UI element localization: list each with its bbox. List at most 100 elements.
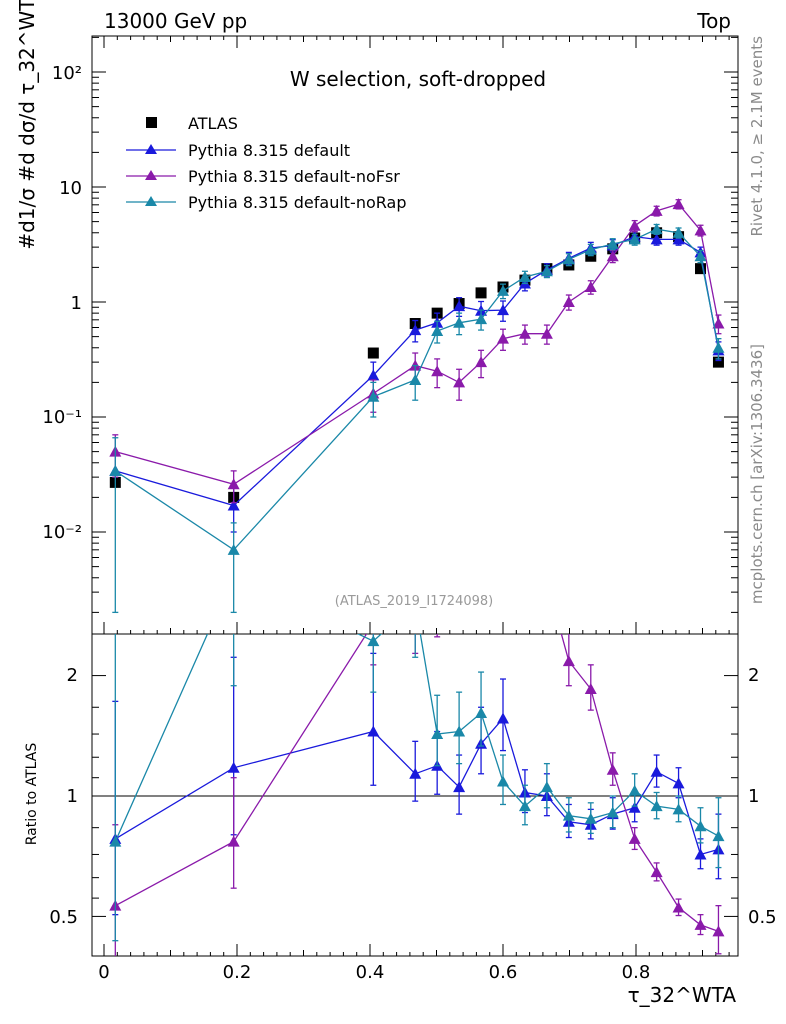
- point-nofsr: [584, 281, 597, 293]
- axis-ticks: [92, 36, 738, 956]
- ratio-point-nofsr: [562, 655, 575, 667]
- ratio-point-nofsr: [712, 925, 725, 937]
- y-tick-label-1e-1: 10⁻¹: [42, 407, 82, 428]
- y-axis-label-main: #d1/σ #d dσ/d τ_32^WTA: [15, 0, 39, 250]
- x-tick-label-0: 0: [98, 962, 109, 983]
- y-axis-label-ratio: Ratio to ATLAS: [24, 743, 40, 846]
- ratio-point-norap: [606, 806, 619, 818]
- point-default: [672, 233, 685, 245]
- point-norap: [650, 223, 663, 235]
- ratio-point-norap: [650, 800, 663, 812]
- ratio-point-nofsr: [519, 581, 531, 592]
- ratio-point-nofsr: [694, 918, 707, 930]
- ratio-tick-right-2: 2: [748, 665, 759, 686]
- point-nofsr: [628, 219, 641, 231]
- x-tick-label-0.4: 0.4: [356, 962, 385, 983]
- process-label: Top: [696, 9, 731, 33]
- ratio-point-nofsr: [628, 832, 641, 844]
- x-axis-label: τ_32^WTA: [628, 983, 737, 1007]
- ratio-point-nofsr: [367, 617, 379, 628]
- y-tick-label-1e-2: 10⁻²: [42, 522, 82, 543]
- site-label: mcplots.cern.ch [arXiv:1306.3436]: [748, 344, 766, 604]
- point-nofsr: [540, 327, 553, 339]
- point-default: [409, 324, 422, 336]
- ratio-point-nofsr: [541, 575, 553, 586]
- y-tick-label-10: 10: [59, 178, 82, 199]
- legend-label-norap: Pythia 8.315 default-noRap: [188, 193, 406, 212]
- ratio-point-nofsr: [227, 835, 240, 847]
- x-tick-label-0.8: 0.8: [622, 962, 651, 983]
- ratio-point-nofsr: [475, 549, 487, 560]
- energy-label: 13000 GeV pp: [104, 9, 247, 33]
- ratio-point-norap: [497, 775, 509, 787]
- ratio-point-default: [497, 712, 509, 724]
- legend-label-nofsr: Pythia 8.315 default-noFsr: [188, 167, 400, 186]
- point-nofsr: [518, 327, 531, 339]
- point-default: [453, 300, 466, 312]
- ratio-point-norap: [694, 820, 707, 832]
- ratio-point-default: [367, 725, 380, 737]
- point-norap: [672, 226, 685, 238]
- series-line-default: [115, 236, 720, 507]
- point-norap: [367, 390, 380, 402]
- point-nofsr: [606, 250, 619, 262]
- ratio-point-norap: [518, 800, 531, 812]
- point-norap: [628, 233, 641, 245]
- ratio-tick-right-1: 1: [748, 786, 759, 807]
- ratio-point-default: [672, 777, 685, 789]
- ratio-tick-right-0.5: 0.5: [748, 907, 777, 928]
- ratio-point-nofsr: [497, 581, 509, 592]
- legend-label-default: Pythia 8.315 default: [188, 141, 350, 160]
- point-norap: [453, 316, 466, 328]
- main-series-layer: [109, 198, 725, 614]
- ratio-point-default: [650, 765, 663, 777]
- y-tick-label-1: 1: [71, 293, 82, 314]
- ratio-line-default: [114, 717, 719, 856]
- point-norap: [518, 270, 531, 282]
- ratio-point-norap: [712, 830, 725, 842]
- ratio-point-default: [453, 781, 466, 793]
- analysis-reference: (ATLAS_2019_I1724098): [335, 594, 493, 609]
- series-line-norap: [114, 228, 720, 551]
- ratio-point-norap: [562, 809, 575, 821]
- ratio-line-nofsr: [114, 634, 719, 933]
- point-nofsr: [453, 376, 466, 388]
- ratio-tick-left-0.5: 0.5: [49, 907, 78, 928]
- point-norap: [431, 324, 444, 336]
- point-norap: [540, 265, 553, 277]
- point-default: [650, 233, 663, 245]
- point-default: [497, 304, 509, 316]
- ratio-point-nofsr: [409, 613, 421, 624]
- point-default: [367, 369, 380, 381]
- point-nofsr: [712, 317, 725, 329]
- atlas-point: [475, 287, 487, 299]
- point-norap: [497, 284, 509, 296]
- point-nofsr: [431, 365, 444, 377]
- ratio-point-norap: [540, 781, 553, 793]
- ratio-point-nofsr: [672, 901, 685, 913]
- ratio-line-norap: [114, 634, 719, 842]
- ratio-tick-left-1: 1: [67, 786, 78, 807]
- ratio-point-norap: [431, 728, 444, 740]
- atlas-point: [695, 263, 707, 275]
- legend: ATLAS Pythia 8.315 default Pythia 8.315 …: [126, 114, 406, 212]
- atlas-point: [367, 347, 379, 359]
- ratio-tick-left-2: 2: [67, 665, 78, 686]
- legend-marker-norap: [145, 196, 157, 206]
- ratio-point-default: [694, 848, 707, 860]
- series-line-nofsr: [115, 203, 720, 486]
- point-nofsr: [650, 204, 663, 216]
- point-norap: [227, 543, 240, 555]
- rivet-label: Rivet 4.1.0, ≥ 2.1M events: [748, 36, 766, 237]
- atlas-point: [712, 356, 724, 368]
- x-tick-label-0.6: 0.6: [489, 962, 518, 983]
- ratio-point-norap: [672, 803, 685, 815]
- ratio-point-norap: [584, 812, 597, 824]
- ratio-point-nofsr: [650, 866, 663, 878]
- point-nofsr: [694, 224, 707, 236]
- point-norap: [584, 243, 597, 255]
- point-norap: [606, 237, 619, 249]
- ratio-point-nofsr: [606, 763, 619, 775]
- ratio-point-nofsr: [584, 682, 597, 694]
